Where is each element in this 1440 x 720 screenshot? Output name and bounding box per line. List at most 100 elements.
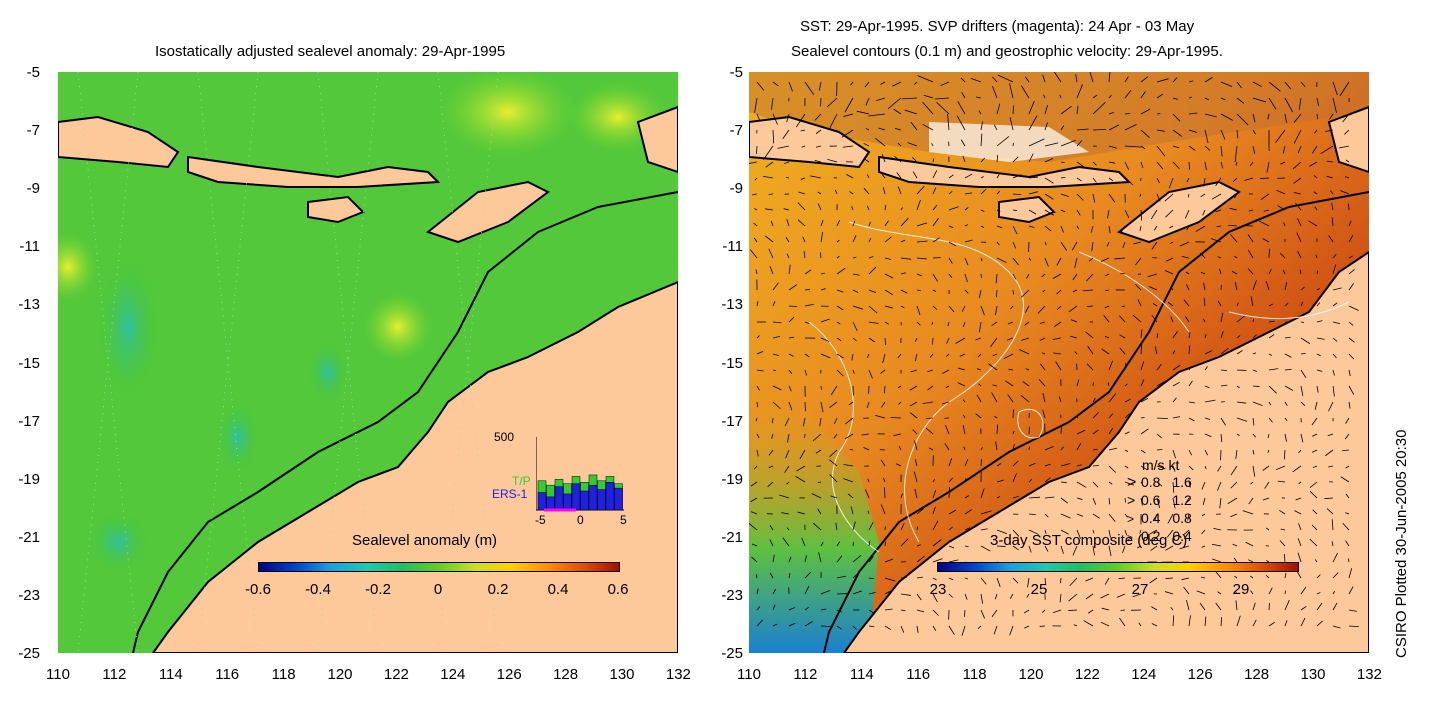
x-tick-label: 110 <box>46 666 70 683</box>
inset-bar-ers <box>563 493 572 511</box>
x-tick-label: 112 <box>793 666 818 683</box>
island-east <box>1327 105 1369 174</box>
timor-island <box>425 180 550 244</box>
y-tick-label: -13 <box>721 296 743 314</box>
australia-land <box>842 250 1369 653</box>
left-panel-title: Isostatically adjusted sealevel anomaly:… <box>155 43 506 60</box>
x-tick-label: 122 <box>383 666 409 683</box>
island-east <box>636 105 678 174</box>
colorbar-tick-label: -0.2 <box>365 581 391 598</box>
left-colorbar-title: Sealevel anomaly (m) <box>352 532 498 549</box>
y-tick-label: -13 <box>18 296 40 314</box>
velocity-kt-value: 0.8 <box>1168 510 1192 526</box>
velocity-kt-value: 0.4 <box>1168 528 1192 544</box>
low-anomaly-blob <box>98 257 158 397</box>
y-tick-label: -7 <box>26 122 40 140</box>
inset-series-ers: ERS-1 <box>492 487 528 501</box>
x-tick-label: 110 <box>737 666 761 683</box>
inset-bar-ers <box>571 483 581 511</box>
inset-bar-ers <box>588 484 598 511</box>
y-tick-label: -25 <box>18 645 40 662</box>
y-tick-label: -7 <box>729 122 743 140</box>
x-tick-label: 130 <box>609 666 635 683</box>
x-tick-label: 114 <box>158 666 183 683</box>
sealevel-anomaly-map <box>58 72 678 653</box>
y-tick-label: -11 <box>19 238 40 256</box>
x-tick-label: 132 <box>665 666 691 683</box>
x-tick-label: 120 <box>327 666 353 683</box>
x-tick-label: 132 <box>1356 666 1382 683</box>
velocity-arrow-icon: > <box>1127 512 1135 526</box>
y-tick-label: -23 <box>18 586 40 604</box>
velocity-arrow-icon: > <box>1127 492 1136 508</box>
colorbar-tick-label: -0.4 <box>305 581 331 598</box>
inset-series-tp: T/P <box>512 474 531 488</box>
velocity-kt-value: 1.6 <box>1168 474 1192 490</box>
left-colorbar <box>258 562 620 572</box>
velocity-ms-value: 0.6 <box>1141 492 1161 508</box>
low-anomaly-blob <box>218 402 258 472</box>
cool-water-region <box>749 392 879 653</box>
y-tick-label: -23 <box>721 586 743 604</box>
velocity-ms-value: 0.2 <box>1141 528 1161 544</box>
low-anomaly-blob <box>88 512 148 572</box>
right-colorbar-title: 3-day SST composite (deg C) <box>990 532 1188 549</box>
right-panel-title-line1: SST: 29-Apr-1995. SVP drifters (magenta)… <box>800 18 1195 35</box>
y-tick-label: -21 <box>721 528 743 546</box>
y-tick-label: -11 <box>722 238 743 256</box>
sst-map <box>749 72 1369 653</box>
x-tick-label: 112 <box>102 666 127 683</box>
colorbar-tick-label: 0.4 <box>547 581 569 598</box>
x-tick-label: 128 <box>1244 666 1270 683</box>
inset-x-tick: -5 <box>535 513 546 527</box>
java-island <box>58 115 180 169</box>
x-tick-label: 116 <box>215 666 240 683</box>
colorbar-tick-label: 25 <box>1030 581 1048 598</box>
x-tick-label: 126 <box>1187 666 1213 683</box>
colorbar-tick-label: 0 <box>433 581 443 598</box>
x-tick-label: 126 <box>496 666 522 683</box>
x-tick-label: 122 <box>1074 666 1100 683</box>
isobath-line <box>132 191 678 653</box>
inset-bar-ers <box>537 492 547 511</box>
velocity-legend-header: m/s kt <box>1142 457 1180 473</box>
y-tick-label: -19 <box>18 470 40 488</box>
y-tick-label: -15 <box>721 354 743 372</box>
x-tick-label: 120 <box>1018 666 1044 683</box>
velocity-legend-row: >0.4 0.8 <box>1127 510 1192 526</box>
colorbar-tick-label: 29 <box>1232 581 1250 598</box>
velocity-legend-row: >0.6 1.2 <box>1127 492 1192 508</box>
colorbar-tick-label: 0.6 <box>607 581 629 598</box>
x-tick-label: 118 <box>962 666 987 683</box>
x-tick-label: 124 <box>440 666 466 683</box>
y-tick-label: -19 <box>721 470 743 488</box>
colorbar-tick-label: 23 <box>929 581 947 598</box>
x-tick-label: 130 <box>1300 666 1326 683</box>
colorbar-tick-label: -0.6 <box>245 581 271 598</box>
credit-label: CSIRO Plotted 30-Jun-2005 20:30 <box>1393 429 1410 658</box>
y-tick-label: -17 <box>721 412 743 430</box>
velocity-arrow-icon: > <box>1127 533 1133 544</box>
inset-x-tick: 5 <box>620 513 627 527</box>
y-tick-label: -9 <box>26 180 40 198</box>
velocity-kt-value: 1.2 <box>1168 492 1192 508</box>
java-island <box>749 115 871 169</box>
inset-bar-ers <box>554 486 564 511</box>
inset-bar-ers <box>605 482 615 511</box>
x-tick-label: 114 <box>849 666 874 683</box>
data-inset <box>535 437 626 515</box>
high-anomaly-blob <box>58 232 98 302</box>
velocity-arrow-icon: > <box>1127 474 1137 491</box>
velocity-legend-row: >0.8 1.6 <box>1127 474 1192 492</box>
low-anomaly-blob <box>308 342 348 402</box>
x-tick-label: 118 <box>271 666 296 683</box>
colorbar-tick-label: 27 <box>1131 581 1149 598</box>
inset-bar-ers <box>614 487 623 511</box>
inset-x-tick: 0 <box>577 513 584 527</box>
high-anomaly-blob <box>438 72 578 157</box>
sumba-island <box>998 195 1056 224</box>
velocity-ms-value: 0.4 <box>1141 510 1161 526</box>
velocity-legend-row: >0.2 0.4 <box>1127 528 1192 544</box>
timor-island <box>1116 180 1241 244</box>
inset-bar-ers <box>580 490 589 511</box>
